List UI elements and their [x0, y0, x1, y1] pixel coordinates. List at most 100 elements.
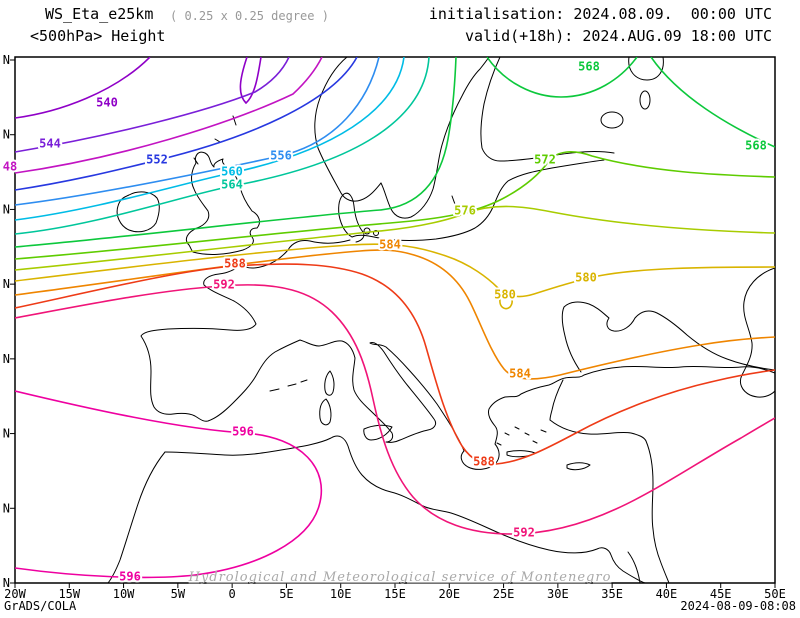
contour-line-552 [15, 57, 358, 191]
y-axis-label: N [3, 128, 10, 142]
y-axis-label: N [3, 53, 10, 67]
contour-line-580 [499, 294, 513, 310]
contour-line-584 [15, 249, 775, 380]
contour-line-layer [15, 57, 775, 579]
y-axis-label: N [3, 202, 10, 216]
coastline-north-africa [164, 435, 646, 583]
contour-label-544: 544 [39, 137, 61, 151]
contour-label-588: 588 [224, 257, 246, 271]
island-sardinia [319, 398, 332, 426]
x-axis-label: 40E [656, 587, 678, 601]
coastline-levant [645, 440, 670, 583]
x-axis-label: 45E [710, 587, 732, 601]
y-axis-label: N [3, 501, 10, 515]
lake-onega [639, 90, 651, 110]
coastline-layer [107, 57, 775, 583]
contour-label-568: 568 [578, 60, 600, 74]
contour-label-592: 592 [213, 278, 235, 292]
contour-line-592 [15, 284, 775, 535]
coastline-sweden [380, 57, 490, 219]
contour-label-572: 572 [534, 153, 556, 167]
contour-label-580: 580 [575, 271, 597, 285]
x-axis-label: 5E [279, 587, 293, 601]
watermark-text: Hydrological and Meteorological service … [188, 570, 612, 585]
model-resolution-note: ( 0.25 x 0.25 degree ) [170, 9, 329, 23]
coastline-white-sea [628, 57, 664, 81]
contour-label-556: 556 [270, 149, 292, 163]
islands-aegean [496, 426, 547, 446]
valid-time: valid(+18h): 2024.AUG.09 18:00 UTC [464, 27, 772, 45]
contour-label-584: 584 [379, 238, 401, 252]
island-sicily [363, 424, 393, 441]
contour-label-548: 48 [3, 160, 17, 174]
grads-credit: GrADS/COLA [4, 599, 77, 613]
x-axis-label: 35E [601, 587, 623, 601]
x-axis-label: 20W [4, 587, 26, 601]
field-title: <500hPa> Height [30, 27, 166, 45]
x-axis-label: 25E [493, 587, 515, 601]
contour-line-556 [15, 57, 380, 206]
contour-line-540 [15, 57, 151, 119]
contour-label-552: 552 [146, 153, 168, 167]
x-axis-label: 10W [113, 587, 135, 601]
danish-island [363, 227, 371, 235]
islands-balearic [269, 379, 308, 392]
contour-label-592: 592 [513, 526, 535, 540]
contour-label-580: 580 [494, 288, 516, 302]
contour-line-572 [15, 151, 775, 260]
contour-label-584: 584 [509, 367, 531, 381]
contour-label-560: 560 [221, 165, 243, 179]
contour-line-564 [15, 57, 430, 235]
contour-line-540 [239, 57, 262, 105]
contour-line-568 [15, 57, 457, 248]
contour-label-596: 596 [119, 570, 141, 584]
island-corsica [324, 370, 335, 396]
x-axis-label: 5W [171, 587, 186, 601]
coastline-caspian [739, 267, 775, 398]
x-axis-label: 15E [384, 587, 406, 601]
contour-label-588: 588 [473, 455, 495, 469]
coastline-black-sea [561, 301, 775, 373]
creation-timestamp: 2024-08-09-08:08 [680, 599, 796, 613]
contour-line-544 [15, 57, 290, 153]
danish-island [373, 230, 379, 236]
islands-scotland [193, 115, 237, 165]
model-title: WS_Eta_e25km [45, 5, 154, 23]
contour-label-596: 596 [232, 425, 254, 439]
y-axis-label: N [3, 427, 10, 441]
lake-ladoga [600, 111, 624, 129]
coastline-turkey-south [549, 419, 647, 442]
x-axis-label: 0 [229, 587, 236, 601]
x-axis-label: 30E [547, 587, 569, 601]
coastline-ireland [116, 191, 160, 233]
island-cyprus [566, 462, 591, 471]
x-axis-label: 50E [764, 587, 786, 601]
coastline-turkey-west [549, 379, 564, 421]
contour-label-568: 568 [745, 139, 767, 153]
contour-line-580 [15, 243, 775, 298]
y-axis-label: N [3, 576, 10, 590]
y-axis-label: N [3, 277, 10, 291]
island-gotland [451, 195, 457, 208]
contour-line-596 [15, 390, 323, 579]
contour-label-576: 576 [454, 204, 476, 218]
x-axis-label: 20E [438, 587, 460, 601]
coastline-baltic-south [351, 159, 605, 241]
coastline-west-europe [140, 239, 775, 470]
contour-label-564: 564 [221, 178, 243, 192]
coastline-finland [480, 57, 615, 162]
y-axis-label: N [3, 352, 10, 366]
coastline-britain [185, 151, 260, 255]
contour-line-568 [650, 57, 775, 148]
contour-label-540: 540 [96, 96, 118, 110]
x-axis-label: 15W [58, 587, 80, 601]
initialisation-time: initialisation: 2024.08.09. 00:00 UTC [428, 5, 772, 23]
coastline-suez [627, 551, 641, 583]
contour-line-560 [15, 57, 405, 221]
contour-line-588 [15, 263, 775, 465]
x-axis-label: 10E [330, 587, 352, 601]
coastline-morocco-atlantic [107, 451, 166, 583]
